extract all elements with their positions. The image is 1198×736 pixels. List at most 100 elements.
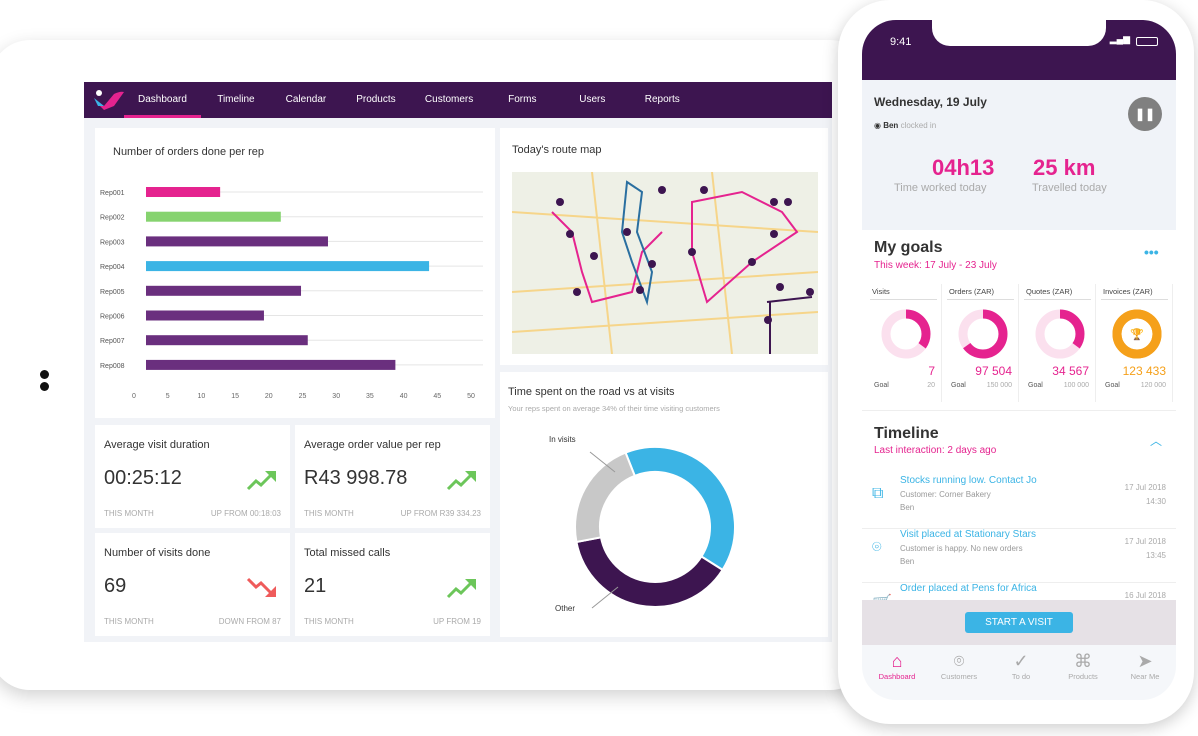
kpi-change: UP FROM R39 334.23 <box>400 509 481 518</box>
goal-2[interactable]: Quotes (ZAR) 34 567 Goal 100 000 <box>1020 284 1096 402</box>
nav-timeline[interactable]: Timeline <box>217 94 255 105</box>
nav-calendar[interactable]: Calendar <box>285 94 327 105</box>
donut-segment[interactable] <box>575 536 724 608</box>
kpi-label: Number of visits done <box>104 547 211 559</box>
item-author: Ben <box>900 557 915 566</box>
goal-target: 100 000 <box>1063 382 1089 389</box>
start-visit-button[interactable]: START A VISIT <box>965 612 1073 633</box>
bar-Rep001[interactable] <box>146 187 221 197</box>
y-tick-label: Rep006 <box>100 314 125 321</box>
y-tick-label: Rep002 <box>100 215 125 222</box>
kpi-change: UP FROM 00:18:03 <box>210 509 281 518</box>
goal-progress-ring: 🏆 <box>1112 309 1162 359</box>
route-map-card: Today's route map <box>500 128 828 365</box>
clock: 9:41 <box>890 36 912 48</box>
phone-screen: 9:41 ▂▄▆ Wednesday, 19 July ◉ Ben clocke… <box>862 20 1176 700</box>
nav-forms[interactable]: Forms <box>508 94 537 105</box>
kpi-label: Total missed calls <box>304 547 391 559</box>
item-subtitle: Customer: Corner Bakery <box>900 490 991 499</box>
more-icon[interactable]: ••• <box>1144 244 1159 260</box>
tab-1[interactable]: ⌾ Customers <box>928 651 990 681</box>
bar-Rep007[interactable] <box>146 335 308 346</box>
chat-icon: ⧉ <box>872 485 884 502</box>
goal-progress-ring <box>881 309 931 359</box>
nav-reports[interactable]: Reports <box>644 94 680 105</box>
kpi-value: 00:25:12 <box>104 467 182 489</box>
nav-dashboard[interactable]: Dashboard <box>124 82 201 118</box>
navigation-icon: ➤ <box>1137 651 1153 671</box>
user-name: Ben <box>883 121 899 130</box>
signal-icon: ▂▄▆ <box>1109 34 1130 44</box>
time-worked-label: Time worked today <box>894 182 987 194</box>
route-map[interactable] <box>512 172 818 354</box>
bar-Rep005[interactable] <box>146 285 302 296</box>
timeline-sub: Last interaction: 2 days ago <box>874 445 997 456</box>
goal-target: 20 <box>927 382 935 389</box>
distance-label: Travelled today <box>1032 182 1107 194</box>
trophy-icon: 🏆 <box>1130 328 1144 341</box>
tab-2[interactable]: ✓ To do <box>990 651 1052 681</box>
trend-up-icon <box>446 471 476 491</box>
tab-label: To do <box>1011 672 1031 681</box>
time-split-card: Time spent on the road vs at visits Your… <box>500 372 828 637</box>
timeline-item[interactable]: 🛒 Order placed at Pens for Africa 16 Jul… <box>862 583 1176 600</box>
donut-segment[interactable] <box>624 446 736 572</box>
timeline-item[interactable]: ⧉ Stocks running low. Contact Jo Custome… <box>862 475 1176 529</box>
tab-4[interactable]: ➤ Near Me <box>1114 651 1176 681</box>
x-tick-label: 45 <box>433 393 441 400</box>
trend-down-icon <box>246 577 276 597</box>
time: 14:30 <box>1145 497 1166 506</box>
nav-customers[interactable]: Customers <box>424 94 474 105</box>
goal-name: Invoices (ZAR) <box>1101 284 1168 300</box>
goal-1[interactable]: Orders (ZAR) 97 504 Goal 150 000 <box>943 284 1019 402</box>
kpi-period: THIS MONTH <box>104 617 154 626</box>
donut-segment[interactable] <box>574 451 637 544</box>
x-tick-label: 5 <box>166 393 170 400</box>
kpi-label: Average order value per rep <box>304 439 441 451</box>
start-visit-bar: START A VISIT <box>862 600 1176 645</box>
kpi-period: THIS MONTH <box>104 509 154 518</box>
tab-3[interactable]: ⌘ Products <box>1052 651 1114 681</box>
goal-label: Goal <box>874 382 889 389</box>
trend-up-icon <box>446 579 476 599</box>
goal-3[interactable]: Invoices (ZAR) 🏆 123 433 Goal 120 000 <box>1097 284 1173 402</box>
y-tick-label: Rep008 <box>100 363 125 370</box>
goal-name: Visits <box>870 284 937 300</box>
date: 17 Jul 2018 <box>1124 483 1166 492</box>
bar-Rep008[interactable] <box>146 359 396 370</box>
nav-products[interactable]: Products <box>356 94 396 105</box>
kpi-change: UP FROM 19 <box>433 617 481 626</box>
item-date: 17 Jul 2018 14:30 <box>1125 481 1166 509</box>
clocked-label: clocked in <box>900 121 937 130</box>
goal-target: 150 000 <box>986 382 1012 389</box>
x-tick-label: 50 <box>467 393 475 400</box>
kpi-period: THIS MONTH <box>304 509 354 518</box>
bar-Rep006[interactable] <box>146 310 264 321</box>
kpi-card: Number of visits done 69 THIS MONTH DOWN… <box>95 533 290 636</box>
time-worked: 04h13 <box>932 155 995 180</box>
date: 16 Jul 2018 <box>1124 591 1166 600</box>
dashboard-screen: Dashboard Timeline Calendar Products Cus… <box>84 82 832 642</box>
nav-users[interactable]: Users <box>579 94 606 105</box>
bar-Rep004[interactable] <box>146 261 430 272</box>
bar-Rep002[interactable] <box>146 211 281 222</box>
y-tick-label: Rep001 <box>100 190 125 197</box>
collapse-chevron-icon[interactable]: ︿ <box>1150 434 1163 448</box>
location-pin-icon: ⌾ <box>872 539 882 556</box>
bar-chart: Rep001 Rep002 Rep003 Rep004 Rep005 Rep006 Rep0… <box>100 187 483 400</box>
user-icon: ◉ <box>874 121 884 130</box>
pause-button[interactable]: ❚❚ <box>1128 97 1162 131</box>
bar-Rep003[interactable] <box>146 236 328 247</box>
map-title: Today's route map <box>512 144 602 156</box>
top-nav: Dashboard Timeline Calendar Products Cus… <box>84 82 832 118</box>
x-tick-label: 35 <box>366 393 374 400</box>
kpi-value: 69 <box>104 575 127 597</box>
goal-0[interactable]: Visits 7 Goal 20 <box>866 284 942 402</box>
tab-0[interactable]: ⌂ Dashboard <box>866 651 928 681</box>
timeline-item[interactable]: ⌾ Visit placed at Stationary Stars Custo… <box>862 529 1176 583</box>
timeline-list: ⧉ Stocks running low. Contact Jo Custome… <box>862 475 1176 600</box>
item-author: Ben <box>900 503 915 512</box>
home-icon: ⌂ <box>891 651 903 671</box>
donut-subtitle: Your reps spent on average 34% of their … <box>508 404 720 413</box>
item-date: 16 Jul 2018 <box>1125 589 1166 600</box>
